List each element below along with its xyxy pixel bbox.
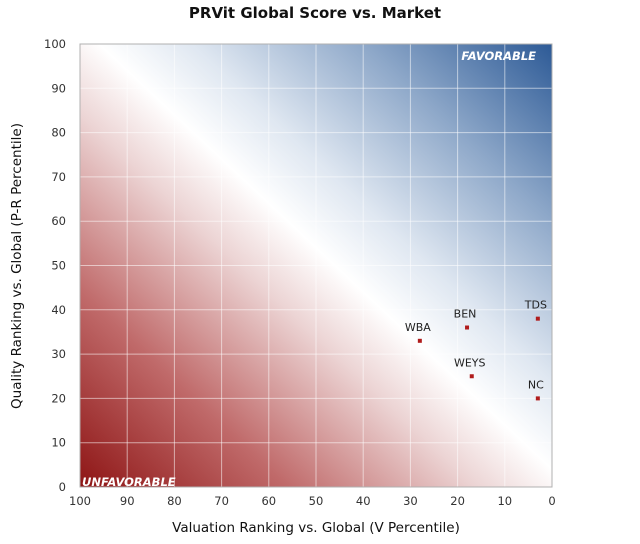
data-points: TDS BEN WBA WEYS NC (405, 299, 547, 401)
plot-border (79, 43, 553, 488)
y-tick-label: 40 (51, 303, 66, 317)
data-point[interactable] (535, 396, 540, 401)
x-tick-label: 60 (261, 494, 276, 508)
x-tick-label: 0 (548, 494, 555, 508)
zone-label-unfavorable: UNFAVORABLE (82, 475, 176, 489)
data-point-label: WEYS (454, 356, 486, 369)
data-point-label: TDS (524, 299, 547, 312)
data-point-label: WBA (405, 321, 431, 334)
x-axis-label: Valuation Ranking vs. Global (V Percenti… (172, 520, 460, 536)
data-point-label: NC (528, 378, 544, 391)
y-axis-label: Quality Ranking vs. Global (P-R Percenti… (9, 123, 25, 409)
x-tick-label: 80 (167, 494, 182, 508)
y-tick-label: 80 (51, 126, 66, 140)
tick-labels: 100 90 80 70 60 50 40 30 20 10 0010203040506070809… (44, 37, 556, 508)
data-point[interactable] (465, 325, 470, 330)
y-tick-label: 30 (51, 347, 66, 361)
y-tick-label: 60 (51, 214, 66, 228)
data-point[interactable] (535, 316, 540, 321)
y-tick-label: 90 (51, 81, 66, 95)
chart-title: PRVit Global Score vs. Market (189, 4, 441, 22)
x-tick-label: 70 (214, 494, 229, 508)
data-point[interactable] (469, 374, 474, 379)
x-tick-label: 10 (497, 494, 512, 508)
y-tick-label: 10 (51, 436, 66, 450)
x-tick-label: 50 (309, 494, 324, 508)
y-tick-label: 0 (59, 480, 66, 494)
x-tick-label: 40 (356, 494, 371, 508)
y-tick-label: 100 (44, 37, 66, 51)
x-tick-label: 30 (403, 494, 418, 508)
x-tick-label: 100 (69, 494, 91, 508)
data-point-label: BEN (454, 308, 477, 321)
data-point[interactable] (417, 338, 422, 343)
x-tick-label: 20 (450, 494, 465, 508)
zone-label-favorable: FAVORABLE (461, 49, 536, 63)
y-tick-label: 20 (51, 391, 66, 405)
y-tick-label: 50 (51, 259, 66, 273)
y-tick-label: 70 (51, 170, 66, 184)
x-tick-label: 90 (120, 494, 135, 508)
